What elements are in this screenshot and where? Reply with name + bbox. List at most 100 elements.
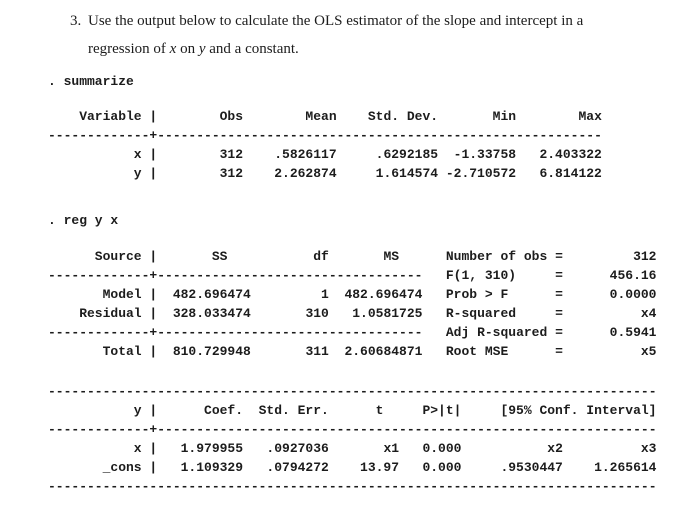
stat-label-adj-r-squared: Adj R-squared — [445, 325, 548, 340]
col-header-mean: Mean — [305, 109, 337, 124]
cell-min: -2.710572 — [445, 166, 517, 181]
cell-coef: 1.979955 — [180, 441, 244, 456]
separator-line: -------------+--------------------------… — [48, 268, 423, 283]
cell-df: 310 — [305, 306, 329, 321]
cell-std-dev: .6292185 — [375, 147, 439, 162]
cell-ci-high: 1.265614 — [594, 460, 657, 475]
col-header-ss: SS — [211, 249, 228, 264]
separator-line: ----------------------------------------… — [48, 384, 657, 399]
col-header-min: Min — [492, 109, 517, 124]
col-header-ms: MS — [383, 249, 400, 264]
cell-max: 6.814122 — [539, 166, 602, 181]
question-line2-suffix: and a constant. — [205, 41, 299, 57]
stat-value-prob-f: 0.0000 — [609, 287, 657, 302]
col-header-std-err: Std. Err. — [258, 403, 329, 418]
cell-p-value: 0.000 — [422, 441, 462, 456]
anova-row-model: Model | 482.696474 1 482.696474 Prob > F… — [48, 285, 700, 304]
coef-row-x: x | 1.979955 .0927036 x1 0.000 x2 x3 — [48, 439, 700, 458]
table-divider: | — [149, 403, 158, 418]
cell-max: 2.403322 — [539, 147, 602, 162]
question-line2-prefix: regression of — [88, 41, 170, 57]
question-number: 3. — [70, 13, 82, 29]
stat-value-root-mse: x5 — [640, 344, 657, 359]
cell-ss: 328.033474 — [172, 306, 251, 321]
equals-sign: = — [555, 344, 563, 359]
equals-sign: = — [555, 306, 563, 321]
cell-ms: 1.0581725 — [352, 306, 423, 321]
stat-label-root-mse: Root MSE — [445, 344, 509, 359]
cell-source: Total — [102, 344, 142, 359]
table-divider: | — [149, 344, 158, 359]
col-header-df: df — [313, 249, 329, 264]
col-header-depvar: y — [133, 403, 142, 418]
command-regress: . reg y x — [48, 211, 700, 230]
variable-x-symbol: x — [169, 41, 177, 57]
question-line2-mid: on — [176, 41, 199, 57]
summarize-header-row: Variable | Obs Mean Std. Dev. Min Max — [48, 107, 700, 126]
summarize-row-x: x | 312 .5826117 .6292185 -1.33758 2.403… — [48, 145, 700, 164]
col-header-source: Source — [94, 249, 142, 264]
question-line1-text: Use the output below to calculate the OL… — [88, 13, 584, 29]
separator-line: ----------------------------------------… — [48, 479, 657, 494]
table-divider: | — [149, 287, 158, 302]
table-divider: | — [149, 460, 158, 475]
stat-value-r-squared: x4 — [640, 306, 657, 321]
coef-row-cons: _cons | 1.109329 .0794272 13.97 0.000 .9… — [48, 458, 700, 477]
col-header-std-dev: Std. Dev. — [367, 109, 439, 124]
equals-sign: = — [555, 249, 563, 264]
cell-std-dev: 1.614574 — [375, 166, 439, 181]
variable-y-symbol: y — [198, 41, 206, 57]
cell-ms: 2.60684871 — [344, 344, 423, 359]
stat-label-number-of-obs: Number of obs — [445, 249, 548, 264]
stat-value-f-stat: 456.16 — [609, 268, 657, 283]
stat-value-number-of-obs: 312 — [633, 249, 657, 264]
col-header-variable: Variable — [79, 109, 142, 124]
cell-ci-low: .9530447 — [500, 460, 563, 475]
summarize-separator: -------------+--------------------------… — [48, 126, 700, 145]
cell-mean: .5826117 — [274, 147, 337, 162]
cell-obs: 312 — [219, 166, 244, 181]
col-header-coef: Coef. — [204, 403, 244, 418]
anova-row-total: Total | 810.729948 311 2.60684871 Root M… — [48, 342, 700, 361]
cell-source: Model — [102, 287, 142, 302]
cell-ms: 482.696474 — [344, 287, 423, 302]
question-text-line1: 3. Use the output below to calculate the … — [70, 7, 670, 35]
table-divider: | — [149, 109, 158, 124]
cell-std-err: .0794272 — [266, 460, 329, 475]
separator-line: -------------+--------------------------… — [48, 128, 602, 143]
cell-obs: 312 — [219, 147, 244, 162]
stat-label-prob-f: Prob > F — [445, 287, 509, 302]
col-header-conf-interval: [95% Conf. Interval] — [500, 403, 657, 418]
command-text: . reg y x — [48, 213, 119, 228]
cell-std-err: .0927036 — [266, 441, 329, 456]
stat-value-adj-r-squared: 0.5941 — [609, 325, 657, 340]
cell-regressor: x — [133, 441, 142, 456]
cell-coef: 1.109329 — [180, 460, 244, 475]
cell-ss: 482.696474 — [172, 287, 251, 302]
question-text-line2: regression of x on y and a constant. — [70, 35, 670, 63]
table-divider: | — [149, 306, 158, 321]
table-divider: | — [149, 249, 158, 264]
coef-header-row: y | Coef. Std. Err. t P>|t| [95% Conf. I… — [48, 401, 700, 420]
cell-df: 311 — [305, 344, 329, 359]
command-summarize: . summarize — [48, 72, 700, 91]
col-header-obs: Obs — [219, 109, 244, 124]
cell-ci-high: x3 — [640, 441, 657, 456]
separator-line: -------------+--------------------------… — [48, 325, 423, 340]
anova-row-residual: Residual | 328.033474 310 1.0581725 R-sq… — [48, 304, 700, 323]
command-text: . summarize — [48, 74, 134, 89]
col-header-max: Max — [578, 109, 602, 124]
cell-source: Residual — [79, 306, 142, 321]
coef-table-bottom-line: ----------------------------------------… — [48, 477, 700, 496]
cell-p-value: 0.000 — [422, 460, 462, 475]
cell-min: -1.33758 — [453, 147, 517, 162]
cell-t: x1 — [383, 441, 400, 456]
col-header-t: t — [375, 403, 384, 418]
stat-label-f-stat: F(1, 310) — [445, 268, 517, 283]
equals-sign: = — [555, 325, 563, 340]
equals-sign: = — [555, 287, 563, 302]
separator-line: -------------+--------------------------… — [48, 422, 657, 437]
anova-header-row: Source | SS df MS Number of obs = 312 — [48, 247, 700, 266]
